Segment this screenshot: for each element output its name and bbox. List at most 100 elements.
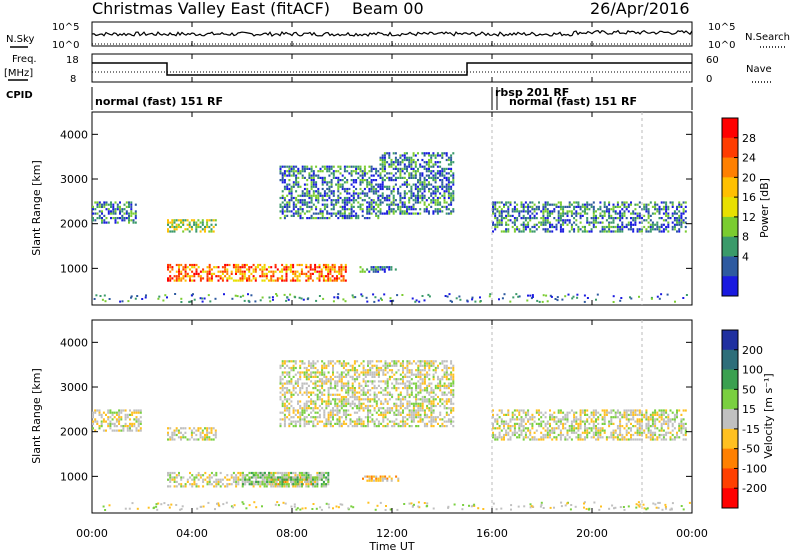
- data-cell: [392, 167, 395, 170]
- data-cell: [437, 366, 439, 370]
- data-cell: [605, 230, 608, 233]
- data-cell: [566, 219, 569, 222]
- data-cell: [109, 422, 112, 425]
- data-cell: [621, 203, 624, 206]
- data-cell: [326, 187, 329, 191]
- data-cell: [197, 219, 200, 222]
- data-cell: [239, 277, 242, 280]
- data-cell: [377, 422, 380, 425]
- data-cell: [370, 479, 373, 482]
- data-cell: [494, 433, 497, 437]
- data-cell: [627, 205, 630, 208]
- data-cell: [432, 391, 435, 394]
- data-cell: [134, 221, 137, 224]
- data-cell: [330, 181, 333, 184]
- data-cell: [375, 395, 378, 399]
- data-cell: [380, 369, 383, 372]
- data-cell: [217, 266, 220, 269]
- data-cell: [128, 214, 130, 217]
- data-cell: [404, 407, 407, 410]
- data-cell: [276, 277, 279, 280]
- data-cell: [450, 362, 453, 365]
- data-cell: [399, 201, 402, 204]
- data-cell: [522, 203, 525, 206]
- data-cell: [281, 196, 284, 200]
- data-cell: [406, 380, 409, 383]
- data-cell: [384, 380, 387, 383]
- data-cell: [343, 205, 346, 208]
- data-cell: [544, 230, 547, 233]
- data-cell: [658, 297, 661, 300]
- data-cell: [529, 429, 532, 432]
- data-cell: [332, 371, 334, 374]
- data-cell: [290, 404, 293, 408]
- data-cell: [373, 391, 376, 394]
- data-cell: [377, 420, 380, 423]
- data-cell: [450, 373, 453, 376]
- data-cell: [500, 429, 503, 432]
- data-cell: [641, 230, 643, 233]
- data-cell: [120, 411, 123, 414]
- data-cell: [623, 212, 626, 215]
- data-cell: [507, 427, 510, 430]
- data-cell: [178, 277, 180, 280]
- data-cell: [235, 478, 238, 481]
- data-cell: [237, 471, 240, 475]
- data-cell: [434, 194, 437, 197]
- data-cell: [188, 221, 191, 224]
- data-cell: [268, 471, 271, 475]
- data-cell: [555, 416, 558, 419]
- data-cell: [432, 190, 435, 193]
- data-cell: [518, 433, 521, 437]
- data-cell: [517, 295, 520, 298]
- data-cell: [167, 266, 169, 269]
- data-cell: [676, 212, 678, 215]
- data-cell: [210, 279, 213, 282]
- data-cell: [342, 404, 345, 408]
- data-cell: [342, 400, 345, 403]
- data-cell: [439, 382, 442, 385]
- data-cell: [531, 212, 534, 215]
- data-cell: [410, 425, 413, 428]
- data-cell: [375, 366, 378, 370]
- data-cell: [235, 266, 237, 269]
- data-cell: [338, 362, 341, 365]
- data-cell: [445, 201, 448, 204]
- data-cell: [210, 483, 213, 486]
- data-cell: [359, 174, 362, 177]
- data-cell: [445, 402, 448, 405]
- data-cell: [533, 431, 536, 434]
- data-cell: [123, 217, 126, 220]
- data-cell: [279, 382, 282, 385]
- data-cell: [401, 205, 404, 208]
- data-cell: [321, 196, 324, 200]
- data-cell: [327, 268, 330, 271]
- data-cell: [421, 192, 424, 195]
- data-cell: [348, 187, 351, 191]
- data-cell: [386, 371, 389, 374]
- data-cell: [524, 411, 527, 414]
- data-cell: [395, 407, 398, 410]
- data-cell: [130, 201, 133, 204]
- data-cell: [327, 277, 330, 280]
- data-cell: [279, 480, 282, 483]
- data-cell: [549, 413, 551, 416]
- data-cell: [421, 183, 424, 186]
- data-cell: [312, 402, 315, 405]
- data-cell: [417, 152, 419, 155]
- data-cell: [564, 436, 567, 439]
- data-cell: [356, 375, 359, 378]
- data-cell: [371, 360, 374, 363]
- data-cell: [362, 364, 365, 367]
- data-cell: [430, 402, 433, 405]
- data-cell: [283, 205, 286, 208]
- data-cell: [667, 223, 670, 226]
- data-cell: [603, 210, 606, 213]
- data-cell: [195, 474, 198, 477]
- data-cell: [619, 230, 622, 233]
- data-cell: [549, 416, 551, 419]
- data-cell: [134, 214, 137, 217]
- data-cell: [320, 270, 323, 273]
- data-cell: [647, 217, 650, 220]
- data-cell: [175, 474, 178, 477]
